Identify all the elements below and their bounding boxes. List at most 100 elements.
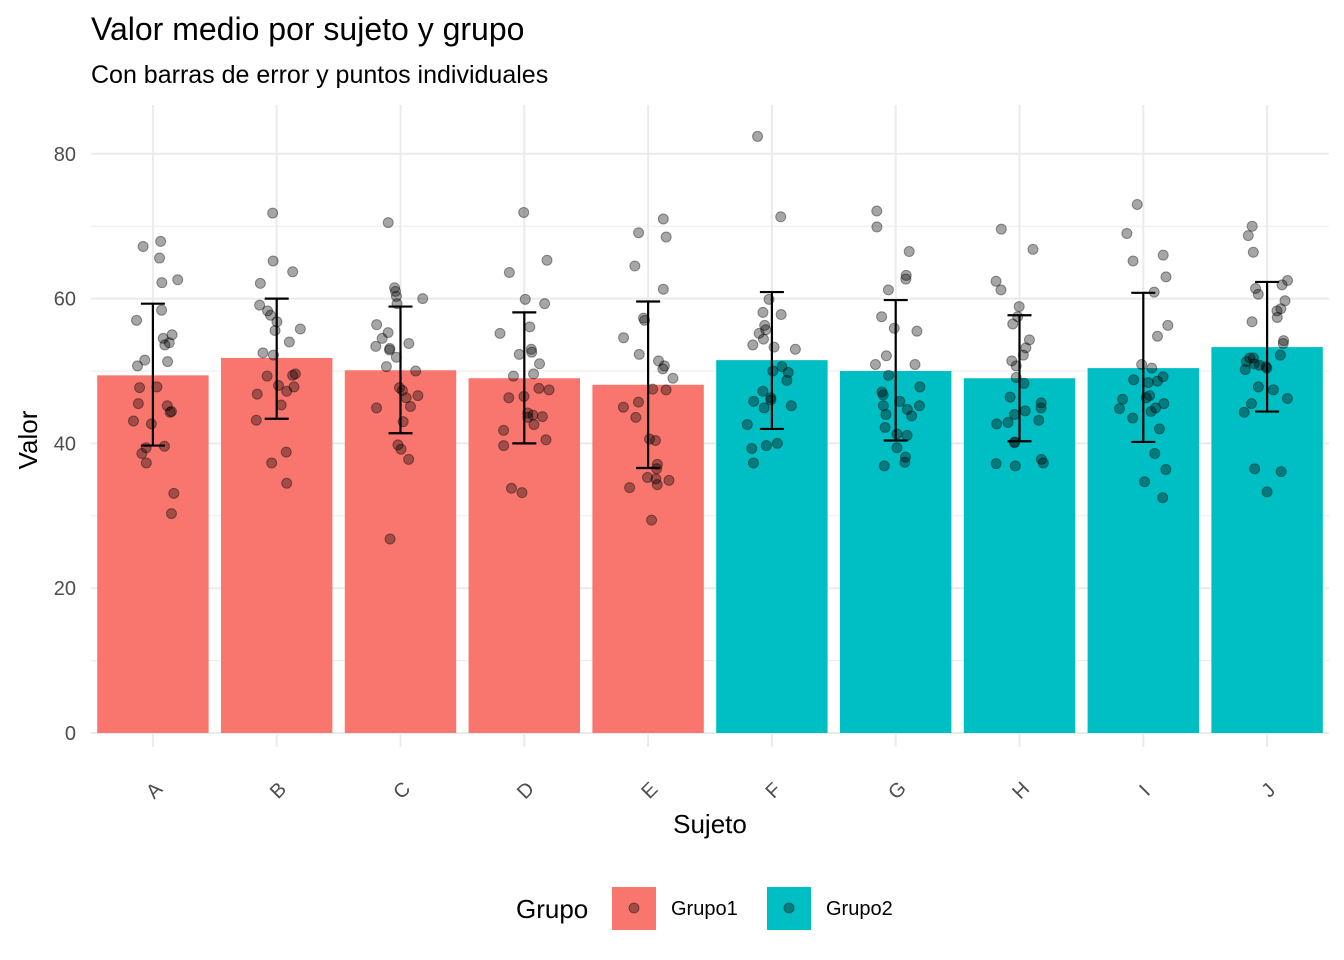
- data-point: [540, 434, 552, 446]
- data-point: [871, 205, 883, 217]
- error-bar-g: [883, 298, 908, 442]
- data-point: [382, 217, 394, 229]
- data-point: [760, 324, 772, 336]
- data-point: [1002, 416, 1014, 428]
- legend-item-grupo2: Grupo2: [767, 887, 893, 930]
- data-point: [891, 428, 903, 440]
- data-point: [888, 322, 900, 334]
- data-point: [991, 418, 1003, 430]
- data-point: [498, 440, 510, 452]
- error-bar-a: [140, 302, 165, 447]
- data-point: [145, 418, 157, 430]
- data-point: [1035, 453, 1047, 465]
- data-point: [642, 471, 654, 483]
- data-point: [1245, 398, 1257, 410]
- data-point: [131, 314, 143, 326]
- x-tick-label-j: J: [1258, 779, 1281, 802]
- data-point: [1142, 377, 1154, 389]
- error-bar-c: [388, 305, 413, 435]
- data-point: [1277, 337, 1289, 349]
- data-point: [155, 235, 167, 247]
- data-point: [651, 479, 663, 491]
- data-point: [164, 406, 176, 418]
- data-point: [913, 400, 925, 412]
- error-bar-f: [759, 290, 784, 431]
- data-point: [741, 419, 753, 431]
- y-tick-label: 40: [54, 433, 76, 455]
- x-tick-label-b: B: [266, 778, 291, 803]
- bars: [97, 347, 1323, 733]
- error-bar-i: [1131, 291, 1156, 444]
- data-point: [1248, 358, 1260, 370]
- y-tick-label: 20: [54, 578, 76, 600]
- data-point: [392, 439, 404, 451]
- x-axis-ticks: A B C D E F G H I J: [142, 777, 1280, 804]
- y-axis-title: Valor: [13, 410, 43, 469]
- data-point: [1279, 295, 1291, 307]
- data-point: [747, 457, 759, 469]
- data-point: [522, 411, 534, 423]
- data-point: [1275, 303, 1287, 315]
- data-point: [384, 344, 396, 356]
- data-point: [757, 333, 769, 345]
- data-point: [494, 327, 506, 339]
- data-point: [789, 343, 801, 355]
- data-point: [768, 341, 780, 353]
- data-point: [165, 508, 177, 520]
- data-point: [657, 213, 669, 225]
- data-point: [1139, 476, 1151, 488]
- data-point: [1271, 311, 1283, 323]
- data-point: [891, 442, 903, 454]
- data-point: [390, 290, 402, 302]
- data-point: [516, 487, 528, 499]
- points: [127, 130, 1294, 545]
- data-point: [758, 402, 770, 414]
- data-point: [1019, 405, 1031, 417]
- data-point: [1278, 335, 1290, 347]
- data-point: [266, 457, 278, 469]
- data-point: [404, 400, 416, 412]
- data-point: [156, 277, 168, 289]
- data-point: [280, 446, 292, 458]
- data-point: [257, 347, 269, 359]
- data-point: [139, 354, 151, 366]
- data-point: [776, 361, 788, 373]
- data-point: [380, 361, 392, 373]
- data-point: [539, 298, 551, 310]
- data-point: [909, 358, 921, 370]
- y-tick-label: 80: [54, 144, 76, 166]
- data-point: [1127, 255, 1139, 267]
- chart-subtitle: Con barras de error y puntos individuale…: [91, 61, 548, 89]
- data-point: [1153, 423, 1165, 435]
- data-point: [1160, 463, 1172, 475]
- data-point: [618, 332, 630, 344]
- data-point: [1037, 457, 1049, 469]
- data-point: [663, 474, 675, 486]
- legend-title: Grupo: [516, 894, 588, 924]
- data-point: [1267, 384, 1279, 396]
- data-point: [1244, 352, 1256, 364]
- data-point: [1282, 275, 1294, 286]
- data-point: [781, 374, 793, 386]
- data-point: [287, 266, 299, 278]
- data-point: [498, 424, 510, 436]
- error-bar-d: [512, 311, 537, 445]
- data-point: [880, 350, 892, 362]
- data-point: [528, 368, 540, 380]
- data-point: [877, 400, 889, 412]
- data-point: [157, 332, 169, 344]
- data-point: [911, 325, 923, 337]
- data-point: [288, 381, 300, 393]
- data-point: [262, 305, 274, 317]
- data-point: [503, 392, 515, 404]
- legend-key-point-grupo2: [783, 902, 795, 914]
- data-point: [528, 419, 540, 431]
- data-point: [524, 321, 536, 333]
- legend-label-grupo2: Grupo2: [826, 898, 893, 920]
- data-point: [879, 421, 891, 433]
- data-point: [876, 386, 888, 398]
- data-point: [880, 408, 892, 420]
- data-point: [1158, 398, 1170, 410]
- data-point: [1035, 402, 1047, 414]
